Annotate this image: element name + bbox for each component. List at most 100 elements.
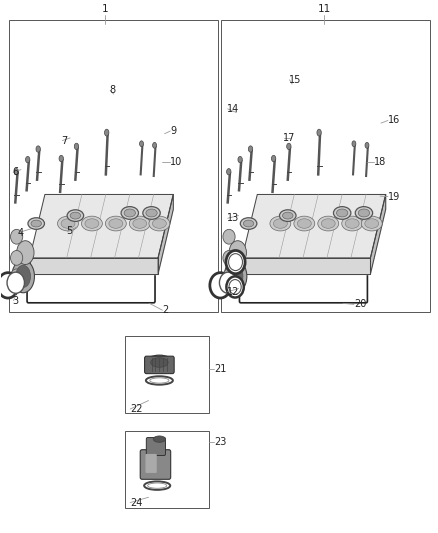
Text: 16: 16 (388, 116, 400, 125)
Ellipse shape (67, 210, 84, 221)
FancyBboxPatch shape (140, 450, 171, 479)
Ellipse shape (223, 229, 235, 244)
Polygon shape (30, 195, 173, 258)
Ellipse shape (85, 219, 99, 228)
Ellipse shape (59, 155, 64, 161)
Ellipse shape (140, 141, 144, 147)
Ellipse shape (109, 219, 123, 228)
Bar (125, 431, 209, 508)
Ellipse shape (149, 216, 170, 231)
Ellipse shape (148, 483, 167, 488)
Ellipse shape (105, 129, 109, 136)
Polygon shape (158, 195, 173, 274)
Ellipse shape (224, 260, 247, 293)
Text: 3: 3 (12, 296, 18, 306)
Text: 11: 11 (318, 4, 331, 14)
Ellipse shape (226, 277, 244, 297)
FancyBboxPatch shape (27, 259, 155, 303)
Polygon shape (242, 195, 386, 258)
Ellipse shape (223, 269, 235, 284)
Text: 13: 13 (227, 213, 239, 223)
Text: 21: 21 (214, 364, 226, 374)
Ellipse shape (219, 272, 237, 293)
Text: 1: 1 (102, 4, 108, 14)
Ellipse shape (355, 207, 373, 219)
Ellipse shape (336, 209, 348, 217)
Ellipse shape (12, 260, 35, 293)
Ellipse shape (151, 358, 168, 367)
Ellipse shape (210, 273, 231, 298)
Ellipse shape (121, 207, 138, 219)
Text: 22: 22 (130, 404, 142, 414)
Bar (9, 20, 218, 312)
Ellipse shape (229, 241, 247, 264)
Ellipse shape (11, 251, 23, 265)
Ellipse shape (318, 216, 339, 231)
Text: 17: 17 (283, 133, 296, 143)
Ellipse shape (133, 219, 147, 228)
Ellipse shape (153, 436, 166, 442)
Text: 4: 4 (18, 228, 24, 238)
Ellipse shape (365, 219, 379, 228)
Ellipse shape (152, 219, 166, 228)
Ellipse shape (229, 254, 243, 271)
Ellipse shape (229, 279, 241, 294)
Ellipse shape (14, 168, 18, 175)
Ellipse shape (61, 219, 75, 228)
Ellipse shape (146, 355, 173, 370)
Text: 15: 15 (289, 75, 301, 85)
Ellipse shape (297, 219, 311, 228)
Ellipse shape (228, 265, 243, 287)
Ellipse shape (294, 216, 315, 231)
Text: 24: 24 (130, 497, 142, 507)
Ellipse shape (17, 241, 34, 264)
Ellipse shape (352, 141, 356, 147)
Ellipse shape (270, 216, 291, 231)
Ellipse shape (70, 212, 81, 219)
Ellipse shape (143, 207, 160, 219)
Ellipse shape (36, 146, 40, 152)
Text: 10: 10 (170, 157, 183, 167)
Ellipse shape (342, 216, 363, 231)
Ellipse shape (57, 216, 78, 231)
FancyBboxPatch shape (145, 356, 174, 374)
Text: 19: 19 (388, 191, 400, 201)
Ellipse shape (223, 251, 235, 265)
Ellipse shape (7, 272, 25, 293)
Text: 2: 2 (162, 305, 169, 315)
Ellipse shape (358, 209, 370, 217)
Ellipse shape (11, 269, 23, 284)
Ellipse shape (361, 216, 382, 231)
FancyBboxPatch shape (146, 438, 166, 456)
Ellipse shape (25, 156, 30, 163)
Ellipse shape (345, 219, 359, 228)
Ellipse shape (226, 251, 245, 274)
Ellipse shape (16, 265, 31, 287)
Ellipse shape (333, 207, 351, 219)
Ellipse shape (287, 143, 291, 150)
Ellipse shape (74, 143, 79, 150)
Text: 9: 9 (170, 126, 177, 136)
Polygon shape (371, 195, 386, 274)
Text: 14: 14 (227, 104, 239, 114)
Text: 7: 7 (61, 135, 68, 146)
Polygon shape (242, 258, 371, 274)
Ellipse shape (146, 376, 173, 385)
Ellipse shape (11, 229, 23, 244)
Ellipse shape (244, 220, 254, 227)
Ellipse shape (279, 210, 296, 221)
Bar (221, 20, 430, 312)
Text: 5: 5 (67, 227, 73, 237)
Ellipse shape (273, 219, 287, 228)
Bar (125, 336, 209, 413)
Ellipse shape (146, 209, 157, 217)
Ellipse shape (81, 216, 102, 231)
Ellipse shape (226, 168, 231, 175)
Text: 6: 6 (12, 167, 18, 177)
Ellipse shape (272, 155, 276, 161)
FancyBboxPatch shape (145, 454, 157, 473)
Text: 18: 18 (374, 157, 386, 167)
Text: 12: 12 (227, 287, 239, 297)
Ellipse shape (240, 217, 257, 229)
Ellipse shape (152, 142, 156, 148)
